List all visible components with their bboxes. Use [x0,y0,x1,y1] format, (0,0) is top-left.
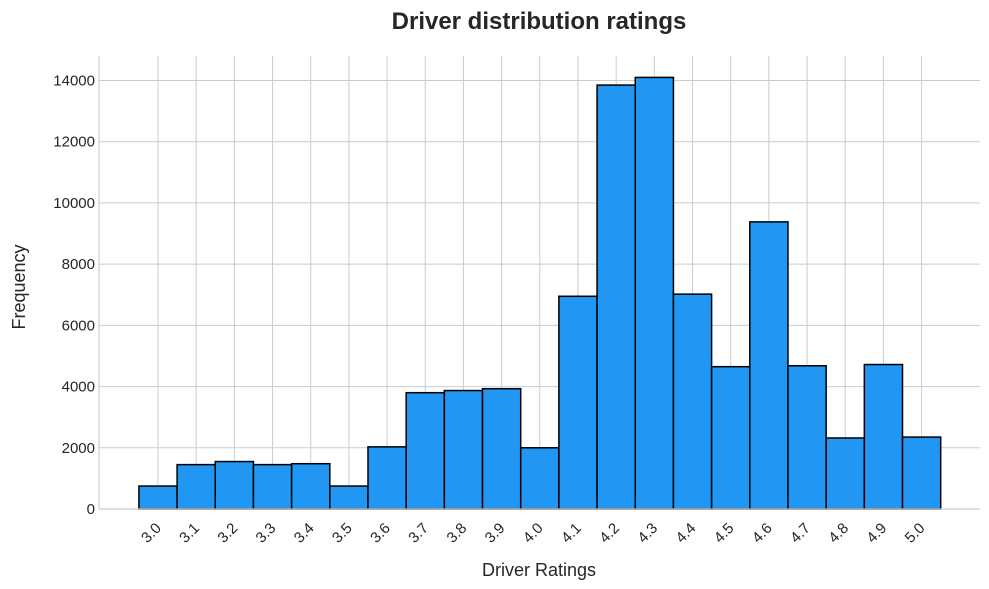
bar-3.2 [214,460,255,510]
y-tick-labels: 0 2000 4000 6000 8000 10000 12000 14000 [53,72,95,518]
bar-3.7 [405,391,446,510]
x-axis-label: Driver Ratings [482,560,596,580]
bar-3.4 [290,462,331,510]
x-tick-label: 3.8 [443,520,470,547]
bar-4.1 [558,295,598,510]
bar-5.0 [901,436,942,510]
x-tick-label: 3.6 [367,520,394,547]
y-tick-label: 8000 [62,256,95,273]
x-tick-label: 4.1 [558,520,585,547]
x-tick-label: 4.6 [749,520,776,547]
y-tick-label: 2000 [62,440,95,457]
y-axis-label: Frequency [9,244,29,329]
x-tick-label: 4.0 [520,520,547,547]
bar-3.5 [329,485,369,510]
bar-3.1 [176,463,217,510]
x-tick-label: 5.0 [902,520,929,547]
bar-4.4 [672,293,713,510]
bar-3.9 [481,387,522,510]
x-tick-label: 4.7 [787,520,814,547]
x-tick-label: 3.2 [214,520,241,547]
x-tick-label: 4.2 [596,520,623,547]
bar-3.3 [252,463,293,510]
x-tick-label: 4.5 [711,520,738,547]
bar-4.2 [596,84,637,510]
bar-4.8 [825,437,866,510]
x-tick-label: 3.9 [482,520,509,547]
bar-4.9 [863,363,904,510]
bar-4.0 [519,447,560,510]
chart-title: Driver distribution ratings [392,8,687,35]
bar-3.6 [367,446,407,510]
axes [98,56,980,510]
y-tick-label: 10000 [53,195,95,212]
bars [138,76,942,510]
x-tick-label: 3.7 [405,520,432,547]
x-tick-label: 4.4 [673,520,700,547]
bar-4.6 [749,221,789,510]
y-tick-label: 6000 [62,317,95,334]
bar-4.7 [787,365,827,510]
y-tick-label: 4000 [62,379,95,396]
bar-3.8 [443,389,484,510]
x-tick-label: 3.0 [138,520,165,547]
x-tick-labels: 3.0 3.1 3.2 3.3 3.4 3.5 3.6 3.7 3.8 3.9 4.0 4.1 4.2 4… [138,520,928,547]
y-tick-label: 0 [87,501,95,518]
y-tick-label: 14000 [53,72,95,89]
x-tick-label: 4.8 [825,520,852,547]
x-tick-label: 3.4 [291,520,318,547]
x-tick-label: 3.3 [253,520,280,547]
bar-3.0 [138,485,178,510]
bar-4.5 [710,365,751,510]
x-tick-label: 4.3 [634,520,661,547]
x-tick-label: 3.1 [176,520,203,547]
x-tick-label: 3.5 [329,520,356,547]
x-tick-label: 4.9 [863,520,890,547]
y-tick-label: 12000 [53,134,95,151]
bar-4.3 [634,76,675,510]
